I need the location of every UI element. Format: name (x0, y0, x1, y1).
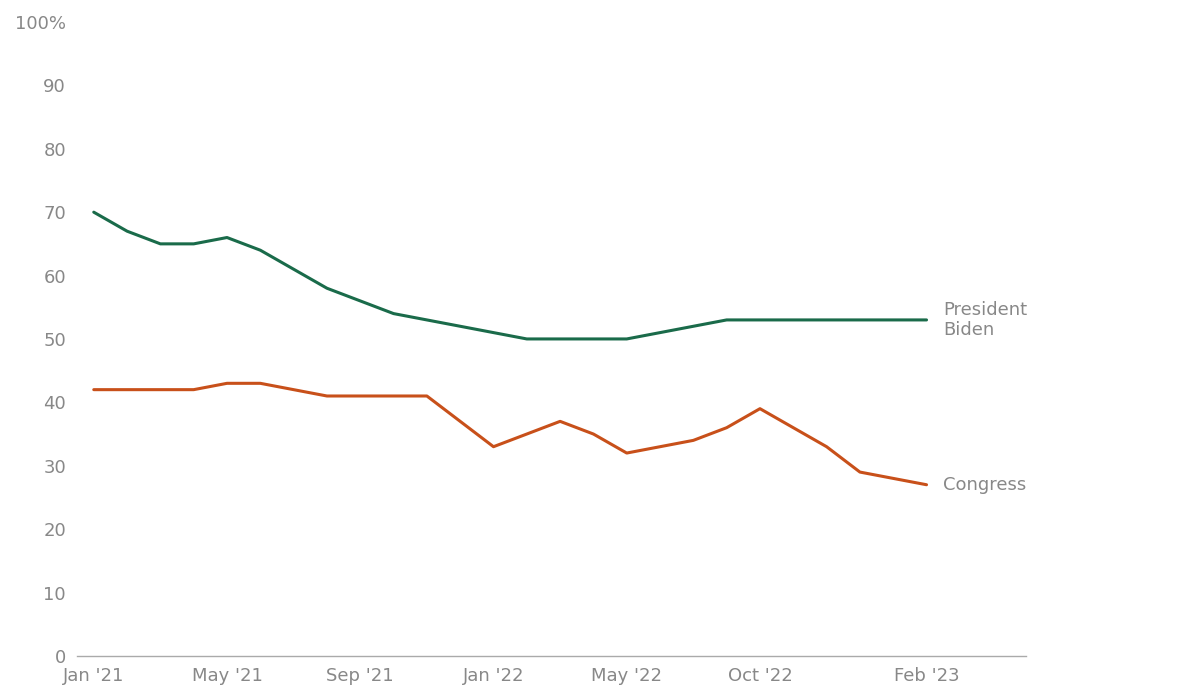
Text: Congress: Congress (943, 476, 1026, 494)
Text: President
Biden: President Biden (943, 300, 1027, 340)
